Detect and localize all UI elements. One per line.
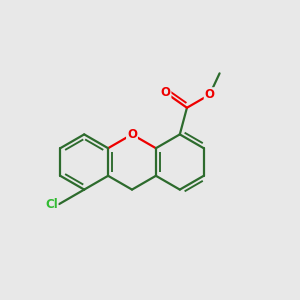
Text: O: O [160, 86, 170, 99]
Text: O: O [127, 128, 137, 141]
Text: Cl: Cl [45, 198, 58, 211]
Text: O: O [205, 88, 215, 101]
